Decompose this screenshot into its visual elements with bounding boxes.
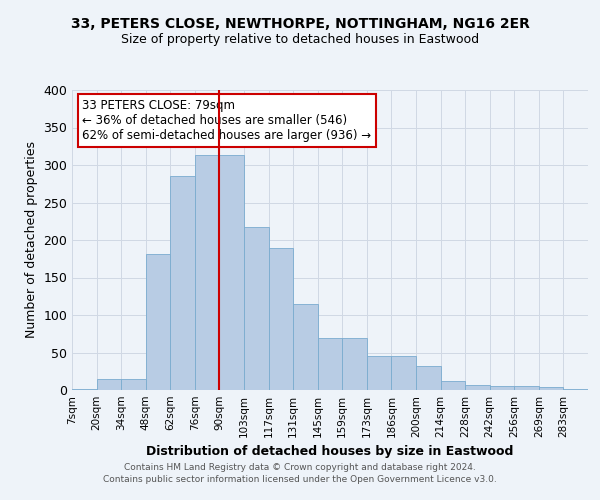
Bar	[293, 304, 318, 390]
Bar	[97, 379, 121, 390]
Bar	[514, 386, 539, 390]
Bar	[269, 248, 293, 390]
Bar	[416, 366, 440, 390]
Bar	[490, 386, 514, 390]
Bar	[342, 338, 367, 390]
Bar	[146, 254, 170, 390]
Text: Contains HM Land Registry data © Crown copyright and database right 2024.: Contains HM Land Registry data © Crown c…	[124, 464, 476, 472]
Bar	[465, 385, 490, 390]
Bar	[391, 356, 416, 390]
Text: Size of property relative to detached houses in Eastwood: Size of property relative to detached ho…	[121, 32, 479, 46]
Bar	[121, 379, 146, 390]
Text: 33 PETERS CLOSE: 79sqm
← 36% of detached houses are smaller (546)
62% of semi-de: 33 PETERS CLOSE: 79sqm ← 36% of detached…	[82, 99, 371, 142]
Bar	[539, 387, 563, 390]
Text: Contains public sector information licensed under the Open Government Licence v3: Contains public sector information licen…	[103, 474, 497, 484]
Bar	[367, 356, 391, 390]
Bar	[170, 176, 195, 390]
Bar	[72, 388, 97, 390]
Bar	[220, 155, 244, 390]
Text: 33, PETERS CLOSE, NEWTHORPE, NOTTINGHAM, NG16 2ER: 33, PETERS CLOSE, NEWTHORPE, NOTTINGHAM,…	[71, 18, 529, 32]
Y-axis label: Number of detached properties: Number of detached properties	[25, 142, 38, 338]
X-axis label: Distribution of detached houses by size in Eastwood: Distribution of detached houses by size …	[146, 446, 514, 458]
Bar	[195, 155, 220, 390]
Bar	[318, 338, 342, 390]
Bar	[440, 381, 465, 390]
Bar	[563, 388, 588, 390]
Bar	[244, 227, 269, 390]
